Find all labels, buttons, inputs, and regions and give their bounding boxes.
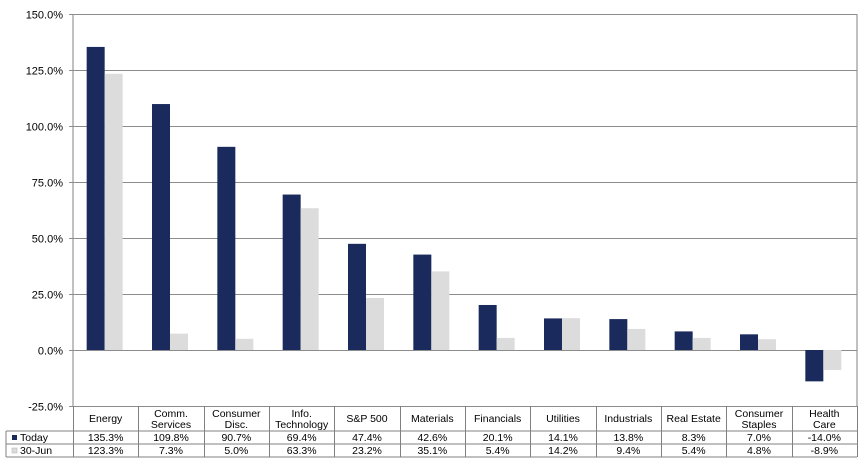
category-label: Comm.: [154, 408, 188, 420]
y-tick-label: 25.0%: [32, 290, 63, 302]
data-label: 14.1%: [548, 432, 578, 444]
category-label: Technology: [275, 419, 329, 431]
data-label: 35.1%: [417, 445, 447, 457]
data-label: 109.8%: [153, 432, 189, 444]
bar-30-jun: [627, 328, 646, 350]
bar-30-jun: [823, 350, 842, 370]
data-table: Energy Comm.ServicesConsumerDisc.Info.Tec…: [5, 406, 858, 458]
bar-today: [740, 334, 758, 350]
gridlines: [69, 14, 858, 407]
bar-today: [217, 146, 236, 350]
category-label: Financials: [474, 413, 521, 425]
data-label: 135.3%: [88, 432, 124, 444]
bars: [86, 46, 842, 382]
category-label: Materials: [411, 413, 454, 425]
y-tick-label: 75.0%: [32, 178, 63, 190]
bar-today: [152, 104, 170, 350]
bar-today: [805, 350, 824, 382]
y-tick-label: -25.0%: [28, 402, 63, 414]
category-label: Industrials: [604, 413, 652, 425]
y-tick-label: 150.0%: [26, 10, 64, 22]
bar-30-jun: [170, 333, 188, 350]
legend-label: Today: [20, 432, 49, 444]
y-axis-ticks: -25.0% 0.0% 25.0% 50.0% 75.0% 100.0% 125.0% 150…: [26, 10, 64, 414]
data-label: 9.4%: [616, 445, 640, 457]
bar-30-jun: [104, 73, 123, 351]
category-label: Utilities: [546, 413, 580, 425]
category-label: Info.: [291, 408, 311, 420]
data-label: 90.7%: [221, 432, 251, 444]
category-label: Energy: [89, 413, 123, 425]
data-label: 5.4%: [682, 445, 706, 457]
category-label: Care: [813, 419, 836, 431]
bar-today: [282, 194, 301, 350]
bar-30-jun: [235, 338, 254, 350]
bar-30-jun: [562, 318, 580, 350]
data-label: 5.4%: [486, 445, 510, 457]
data-label: 47.4%: [352, 432, 382, 444]
data-label: -14.0%: [808, 432, 841, 444]
data-label: 63.3%: [287, 445, 317, 457]
data-label: 14.2%: [548, 445, 578, 457]
y-tick-label: 100.0%: [26, 122, 64, 134]
category-label: Staples: [741, 419, 776, 431]
y-tick-label: 0.0%: [38, 346, 63, 358]
bar-30-jun: [692, 337, 711, 350]
bar-today: [609, 319, 628, 350]
bar-today: [674, 331, 693, 350]
data-label: 5.0%: [224, 445, 248, 457]
category-label: S&P 500: [346, 413, 387, 425]
category-label: Services: [151, 419, 191, 431]
legend-key: [12, 435, 17, 440]
bar-30-jun: [300, 208, 319, 350]
data-label: 23.2%: [352, 445, 382, 457]
category-label: Consumer: [735, 408, 784, 420]
bar-30-jun: [496, 337, 515, 350]
data-label: 4.8%: [747, 445, 771, 457]
legend-key: [11, 447, 18, 454]
data-label: 7.0%: [747, 432, 771, 444]
bar-today: [478, 304, 497, 350]
data-label: 42.6%: [417, 432, 447, 444]
data-label: -8.9%: [811, 445, 838, 457]
data-label: 69.4%: [287, 432, 317, 444]
bar-today: [544, 318, 562, 350]
category-label: Real Estate: [667, 413, 721, 425]
bar-30-jun: [366, 298, 384, 350]
category-label: Consumer: [212, 408, 261, 420]
y-tick-label: 125.0%: [26, 66, 64, 78]
bar-today: [86, 46, 105, 350]
bar-30-jun: [431, 271, 450, 350]
y-tick-label: 50.0%: [32, 234, 63, 246]
data-label: 13.8%: [613, 432, 643, 444]
category-label: Disc.: [225, 419, 248, 431]
data-label: 7.3%: [159, 445, 183, 457]
bar-30-jun: [758, 339, 776, 350]
bar-today: [348, 243, 366, 350]
bar-today: [413, 254, 432, 350]
category-label: Health: [809, 408, 840, 420]
data-label: 8.3%: [682, 432, 706, 444]
data-label: 123.3%: [88, 445, 124, 457]
legend-label: 30-Jun: [20, 445, 52, 457]
data-label: 20.1%: [483, 432, 513, 444]
